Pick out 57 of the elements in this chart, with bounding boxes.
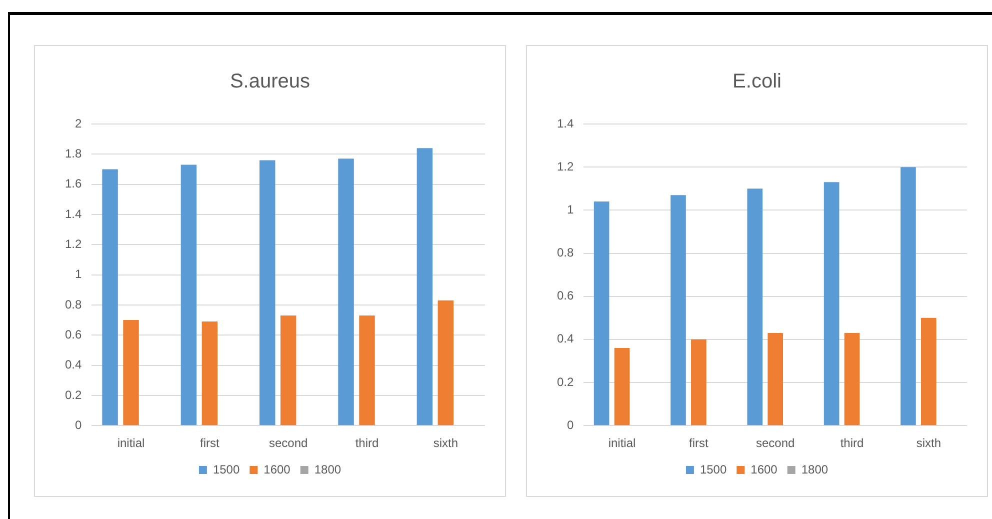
legend-label: 1800 — [801, 462, 828, 476]
y-tick-label: 2 — [74, 116, 82, 130]
bar — [123, 320, 139, 426]
x-tick-label: third — [840, 436, 864, 450]
bar — [594, 202, 610, 426]
legend-label: 1600 — [264, 462, 291, 476]
legend-label: 1500 — [212, 462, 240, 476]
y-tick-label: 0.2 — [64, 388, 82, 402]
y-tick-label: 0.8 — [556, 246, 574, 260]
bar — [844, 332, 860, 426]
y-tick-label: 1 — [74, 267, 82, 282]
x-tick-label: initial — [117, 436, 145, 450]
y-tick-label: 0.4 — [64, 358, 82, 372]
y-tick-label: 0 — [74, 418, 82, 432]
chart-title: S.aureus — [230, 70, 310, 93]
bar — [280, 316, 296, 426]
bar — [180, 164, 197, 426]
y-tick-label: 1 — [566, 202, 574, 216]
x-tick-label: sixth — [433, 436, 458, 450]
y-tick-label: 1.2 — [64, 236, 82, 251]
bar — [614, 348, 630, 426]
x-tick-label: initial — [608, 436, 636, 450]
y-tick-label: 0.8 — [64, 297, 82, 312]
bar — [921, 318, 936, 426]
y-tick-label: 1.2 — [556, 159, 574, 174]
bar — [900, 167, 916, 426]
chart-title: E.coli — [732, 70, 782, 93]
bar — [747, 188, 763, 426]
bar — [768, 332, 784, 426]
y-tick-label: 0.6 — [64, 327, 82, 342]
y-tick-label: 0 — [566, 418, 574, 432]
y-tick-label: 0.2 — [556, 374, 574, 389]
y-tick-label: 1.4 — [64, 206, 82, 221]
bar — [102, 169, 118, 426]
legend-label: 1800 — [314, 462, 342, 476]
y-tick-label: 0.6 — [556, 288, 574, 303]
bar — [438, 300, 454, 426]
bar — [824, 182, 840, 426]
x-tick-label: second — [756, 436, 795, 450]
bar — [260, 160, 276, 426]
bar — [670, 195, 686, 426]
bar — [338, 158, 354, 426]
legend-label: 1600 — [750, 462, 778, 476]
y-tick-label: 1.6 — [64, 176, 82, 191]
legend-label: 1500 — [700, 462, 727, 476]
y-tick-label: 0.4 — [556, 332, 574, 346]
bar — [691, 339, 706, 426]
x-tick-label: sixth — [916, 436, 942, 450]
y-tick-label: 1.8 — [64, 146, 82, 160]
x-tick-label: second — [268, 436, 308, 450]
bar — [202, 322, 218, 426]
x-tick-label: first — [200, 436, 220, 450]
y-tick-label: 1.4 — [556, 116, 574, 130]
bar — [416, 148, 433, 426]
x-tick-label: first — [689, 436, 709, 450]
bar — [359, 316, 375, 426]
x-tick-label: third — [355, 436, 379, 450]
